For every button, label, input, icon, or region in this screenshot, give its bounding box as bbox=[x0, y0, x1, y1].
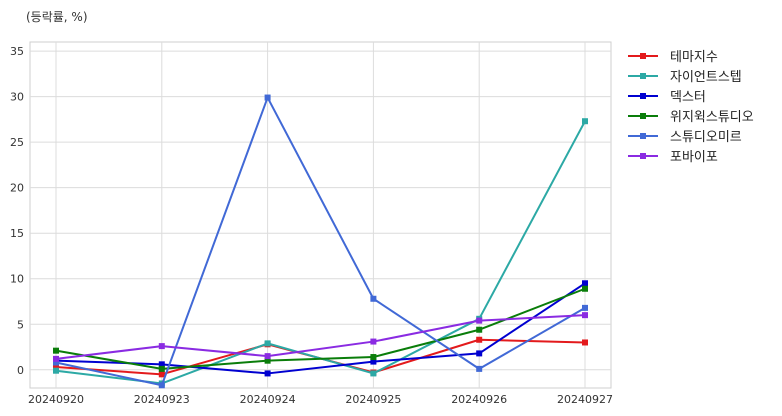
series-6 bbox=[53, 312, 588, 362]
unit-label: (등락률, %) bbox=[26, 10, 88, 24]
data-point bbox=[264, 94, 271, 101]
data-point bbox=[476, 365, 483, 372]
data-point bbox=[370, 354, 377, 361]
data-point bbox=[53, 355, 59, 362]
series-line bbox=[55, 338, 586, 376]
series-3 bbox=[53, 280, 588, 377]
x-tick-label: 20240924 bbox=[240, 393, 296, 406]
series-2 bbox=[53, 118, 588, 387]
legend-marker bbox=[640, 153, 646, 159]
legend-label: 덱스터 bbox=[670, 90, 706, 105]
legend-item[interactable]: 테마지수 bbox=[628, 50, 718, 65]
series-line bbox=[55, 287, 586, 370]
legend-item[interactable]: 자이언트스텝 bbox=[628, 70, 742, 85]
y-tick-label: 5 bbox=[17, 318, 24, 331]
x-axis: 20240920 20240923 20240924 20240925 20240926… bbox=[28, 393, 613, 406]
data-point bbox=[264, 370, 271, 377]
data-point bbox=[370, 338, 377, 345]
data-point bbox=[53, 347, 59, 354]
legend-marker bbox=[640, 73, 646, 79]
data-point bbox=[582, 339, 588, 346]
data-point bbox=[370, 370, 377, 377]
legend-item[interactable]: 스튜디오미르 bbox=[628, 130, 742, 145]
legend-label: 자이언트스텝 bbox=[670, 70, 742, 85]
y-tick-label: 25 bbox=[10, 136, 24, 149]
legend-label: 스튜디오미르 bbox=[670, 130, 742, 145]
data-point bbox=[158, 371, 165, 378]
data-point bbox=[264, 357, 271, 364]
data-point bbox=[158, 365, 165, 372]
y-tick-label: 30 bbox=[10, 91, 24, 104]
data-point bbox=[476, 350, 483, 357]
legend-label: 테마지수 bbox=[670, 50, 718, 65]
x-tick-label: 20240925 bbox=[345, 393, 401, 406]
y-tick-label: 15 bbox=[10, 227, 24, 240]
y-tick-label: 35 bbox=[10, 45, 24, 58]
y-tick-label: 20 bbox=[10, 182, 24, 195]
data-point bbox=[53, 364, 59, 371]
series-line bbox=[55, 120, 586, 385]
y-tick-label: 10 bbox=[10, 273, 24, 286]
legend-label: 위지윅스튜디오 bbox=[670, 110, 754, 125]
x-tick-label: 20240927 bbox=[557, 393, 613, 406]
data-point bbox=[158, 343, 165, 350]
series-line bbox=[55, 314, 586, 360]
legend-item[interactable]: 덱스터 bbox=[628, 90, 706, 105]
data-point bbox=[582, 280, 588, 287]
y-axis: 0 5 10 15 20 25 30 35 bbox=[10, 45, 24, 377]
data-point bbox=[264, 353, 271, 360]
legend-marker bbox=[640, 133, 646, 139]
y-tick-label: 0 bbox=[17, 364, 24, 377]
gridlines bbox=[30, 42, 611, 388]
series-5 bbox=[53, 94, 588, 389]
data-point bbox=[476, 336, 483, 343]
series-group bbox=[53, 94, 588, 389]
data-point bbox=[53, 367, 59, 374]
legend-item[interactable]: 위지윅스튜디오 bbox=[628, 110, 754, 125]
legend-marker bbox=[640, 113, 646, 119]
legend-label: 포바이포 bbox=[670, 150, 718, 165]
data-point bbox=[582, 312, 588, 319]
data-point bbox=[370, 358, 377, 365]
data-point bbox=[582, 285, 588, 292]
series-4 bbox=[53, 285, 588, 372]
data-point bbox=[264, 340, 271, 347]
data-point bbox=[53, 359, 59, 366]
series-line bbox=[55, 96, 586, 387]
data-point bbox=[476, 317, 483, 324]
legend-item[interactable]: 포바이포 bbox=[628, 150, 718, 165]
data-point bbox=[582, 118, 588, 125]
data-point bbox=[158, 382, 165, 389]
plot-area bbox=[29, 41, 612, 389]
x-tick-label: 20240923 bbox=[134, 393, 190, 406]
legend-marker bbox=[640, 53, 646, 59]
data-point bbox=[370, 295, 377, 302]
legend-marker bbox=[640, 93, 646, 99]
data-point bbox=[476, 326, 483, 333]
data-point bbox=[158, 361, 165, 368]
series-line bbox=[55, 282, 586, 375]
x-tick-label: 20240920 bbox=[28, 393, 84, 406]
x-tick-label: 20240926 bbox=[451, 393, 507, 406]
series-1 bbox=[53, 336, 588, 378]
data-point bbox=[582, 304, 588, 311]
